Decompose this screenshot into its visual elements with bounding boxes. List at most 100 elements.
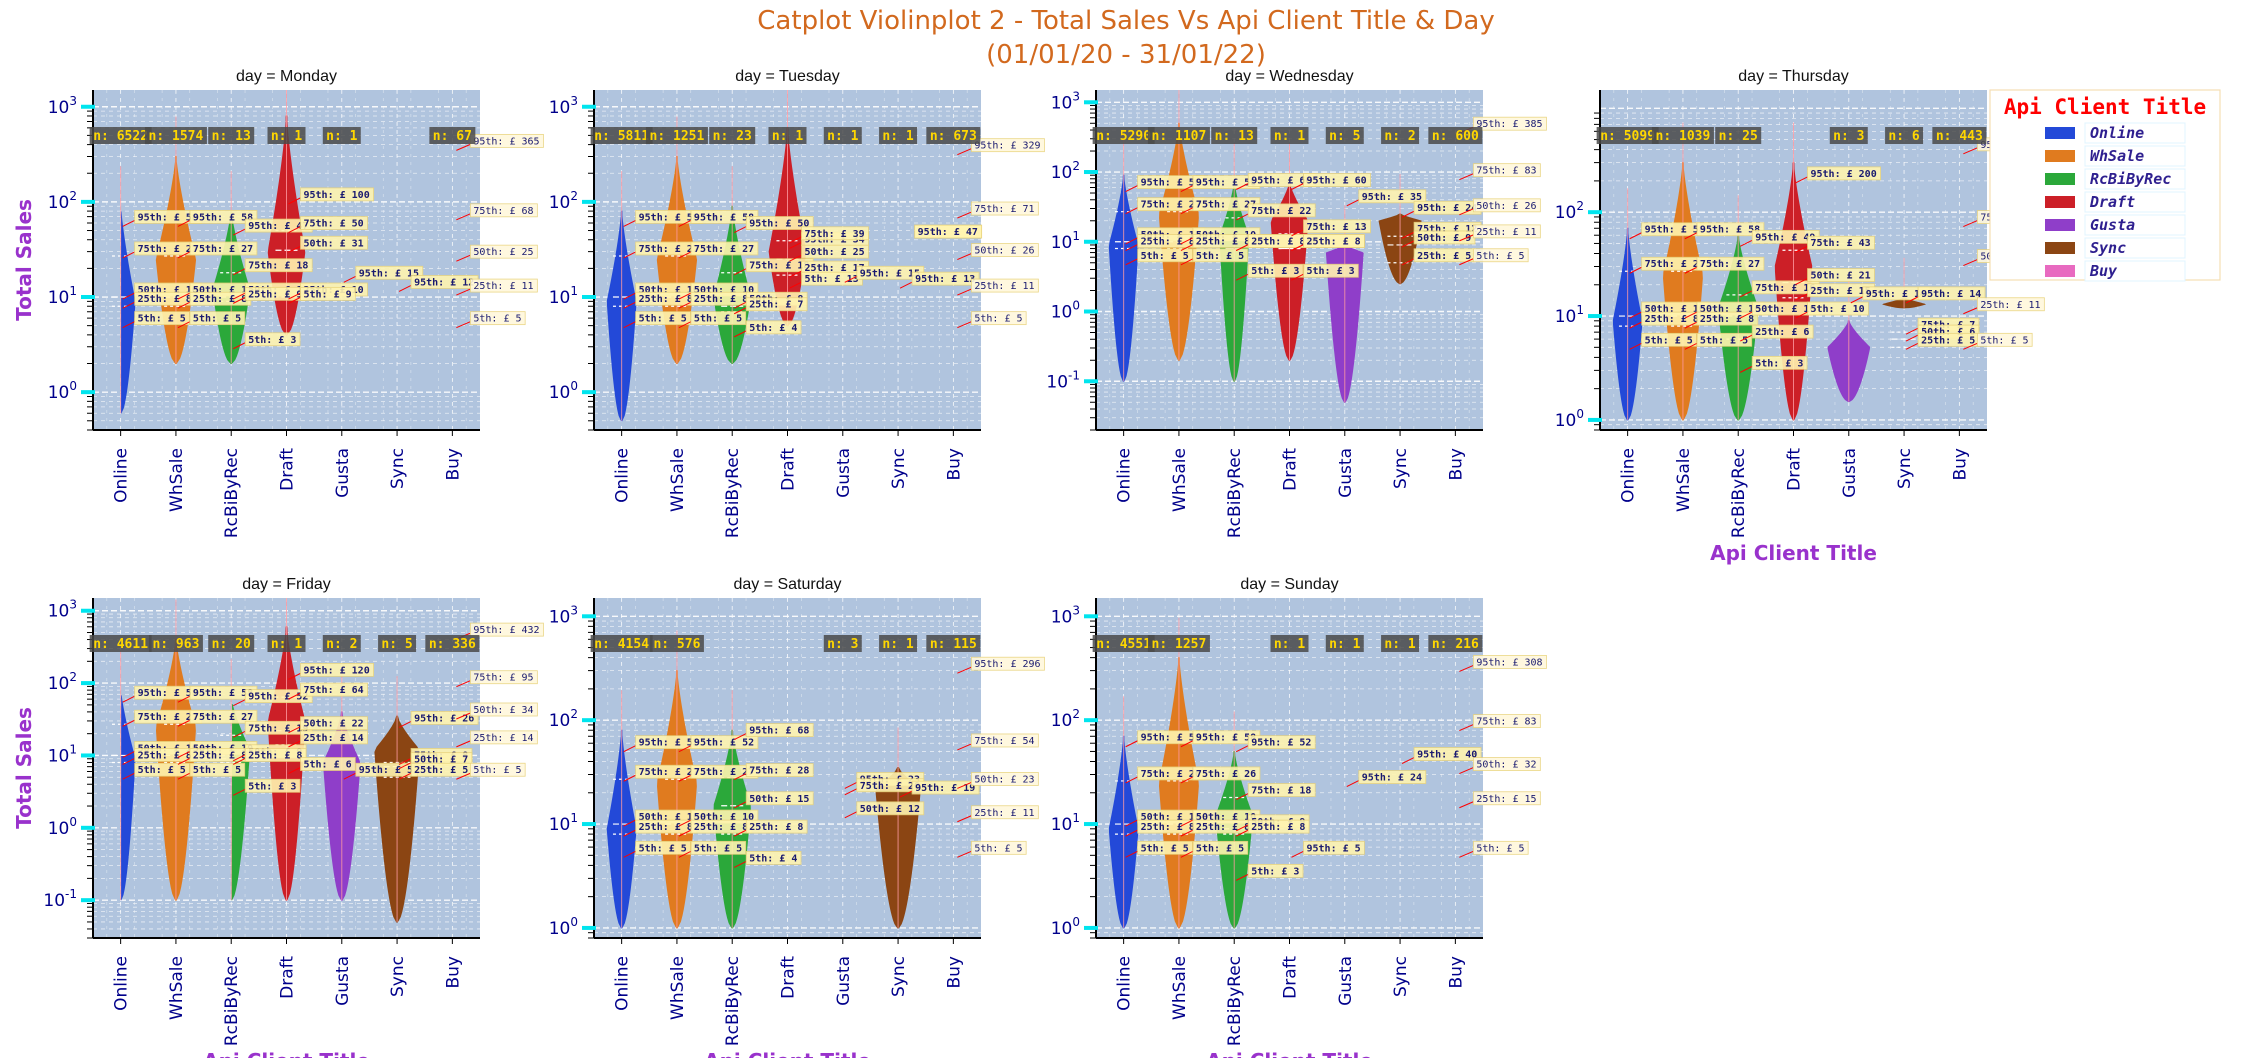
annotation-label: 95th: £ 5 (359, 765, 413, 776)
annotation-arrow (232, 292, 246, 300)
y-axis-label: Total Sales (12, 199, 36, 321)
annotation-label: 75th: £ 27 (1645, 259, 1705, 270)
annotation-label: 50th: £ 10 (193, 285, 253, 296)
annotation-label: 25th: £ 8 (1645, 314, 1699, 325)
annotation-box (1472, 116, 1547, 131)
legend-label-whsale: WhSale (2090, 147, 2144, 165)
legend-label-box (2084, 122, 2186, 144)
annotation-arrow (844, 788, 858, 796)
annotation-label: 50th: £ 10 (639, 285, 699, 296)
annotation-box (1807, 235, 1875, 250)
annotation-arrow (789, 270, 802, 278)
y-tick-label: 101 (549, 284, 578, 308)
annotation-arrow (678, 321, 692, 329)
annotation-label: 50th: £ 12 (860, 804, 920, 815)
annotation-arrow (1963, 342, 1978, 350)
annotation-box (1303, 234, 1365, 248)
annotation-arrow (1629, 266, 1642, 274)
annotation-box (1472, 714, 1541, 728)
annotation-box (1696, 256, 1765, 271)
annotation-arrow (1125, 185, 1138, 193)
figure-title: Catplot Violinplot 2 - Total Sales Vs Ap… (0, 4, 2252, 72)
annotation-arrow (1180, 819, 1194, 827)
annotation-arrow (1629, 342, 1642, 350)
annotation-box (745, 297, 808, 312)
annotation-label: 95th: £ 68 (749, 726, 809, 737)
annotation-arrow (1795, 293, 1808, 301)
annotation-label: 25th: £ 8 (138, 750, 192, 761)
panel-monday: 100 101 102 103 day = Monday Online WhSale RcBi… (12, 68, 544, 538)
annotation-box (1137, 248, 1193, 263)
n-count-box (645, 127, 708, 144)
annotation-label: 95th: £ 120 (304, 665, 370, 676)
n-count-label: n: 1 (271, 637, 302, 652)
annotation-arrow (1235, 745, 1249, 753)
annotation-arrow (1180, 258, 1194, 266)
x-tick-label-buy: Buy (1446, 956, 1466, 989)
annotation-box (970, 201, 1039, 216)
n-count-box (1885, 127, 1924, 144)
annotation-arrow (957, 666, 972, 674)
n-count-box (926, 635, 981, 652)
annotation-arrow (122, 719, 135, 727)
annotation-arrow (1739, 334, 1753, 342)
annotation-arrow (398, 762, 412, 770)
n-count-box (144, 127, 207, 144)
annotation-arrow (1684, 342, 1698, 350)
annotation-box (189, 762, 246, 777)
annotation-arrow (1795, 176, 1808, 184)
annotation-box (745, 320, 802, 335)
annotation-arrow (1795, 311, 1808, 319)
n-count-label: n: 1251 (650, 129, 705, 144)
annotation-label: 5th: £ 13 (805, 274, 859, 285)
annotation-label: 5th: £ 5 (694, 314, 742, 325)
x-tick-label-draft: Draft (779, 448, 799, 491)
annotation-arrow (1291, 850, 1304, 858)
annotation-label: 25th: £ 8 (1700, 314, 1754, 325)
annotation-box (801, 226, 869, 241)
annotation-label: 50th: £ 26 (974, 246, 1034, 257)
legend-swatch-rcbibyrec (2045, 173, 2075, 185)
annotation-label: 95th: £ 58 (1700, 225, 1760, 236)
annotation-arrow (957, 288, 972, 296)
annotation-label: 95th: £ 50 (749, 219, 809, 230)
x-tick-label-sync: Sync (388, 956, 408, 997)
legend: Api Client Title Online WhSale RcBiByRec Dra… (1989, 89, 2221, 282)
n-count-box (1270, 635, 1309, 652)
annotation-arrow (1180, 185, 1194, 193)
annotation-arrow (678, 745, 692, 753)
x-tick-label-sync: Sync (889, 448, 909, 489)
annotation-label: 95th: £ 58 (1645, 225, 1705, 236)
annotation-arrow (456, 143, 471, 151)
annotation-arrow (733, 773, 747, 781)
n-count-box (148, 635, 203, 652)
n-count-label: n: 2 (1384, 129, 1415, 144)
y-tick-label: 100 (1051, 915, 1080, 939)
violin-online (120, 695, 136, 901)
annotation-box (134, 762, 190, 777)
annotation-arrow (1235, 793, 1249, 800)
n-count-box (267, 127, 306, 144)
annotation-arrow (456, 288, 471, 296)
legend-label-gusta: Gusta (2090, 216, 2135, 234)
annotation-box (469, 311, 526, 326)
annotation-arrow (1684, 266, 1698, 274)
annotation-arrow (1684, 232, 1698, 240)
annotation-label: 75th: £ 13 (1307, 222, 1367, 233)
annotation-arrow (957, 321, 972, 329)
x-tick-label-whsale: WhSale (668, 448, 688, 512)
annotation-arrow (678, 829, 692, 837)
annotation-box (1807, 301, 1869, 316)
annotation-arrow (733, 226, 747, 233)
annotation-box (690, 241, 759, 256)
annotation-arrow (678, 774, 692, 782)
annotation-arrow (177, 772, 191, 780)
annotation-box (469, 670, 538, 685)
n-count-label: n: 443 (1936, 129, 1983, 144)
n-count-box (378, 635, 417, 652)
annotation-label: 5th: £ 3 (248, 335, 296, 346)
annotation-label: 25th: £ 9 (248, 289, 302, 300)
y-tick-label: 101 (48, 742, 77, 766)
annotation-box (1303, 840, 1365, 855)
annotation-box (1472, 757, 1541, 771)
